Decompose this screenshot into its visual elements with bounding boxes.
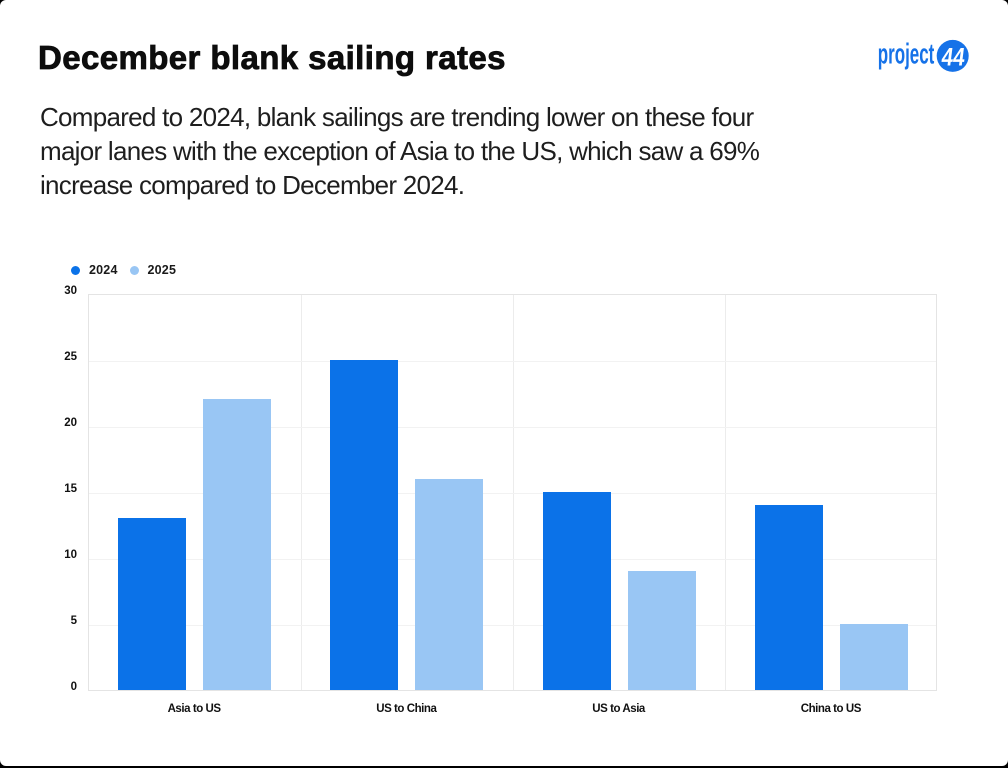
svg-text:44: 44: [940, 43, 967, 71]
svg-text:project: project: [878, 39, 935, 70]
